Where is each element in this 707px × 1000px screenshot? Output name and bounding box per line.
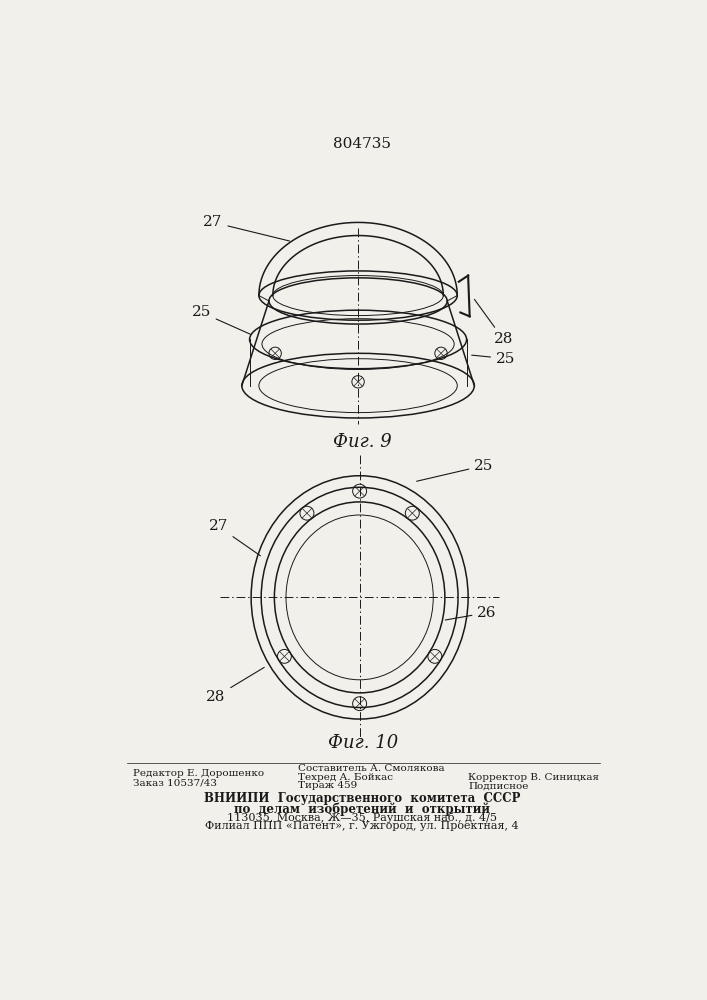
Text: 25: 25: [416, 459, 493, 481]
Text: Тираж 459: Тираж 459: [298, 781, 357, 790]
Text: 28: 28: [474, 299, 513, 346]
Text: 804735: 804735: [333, 137, 391, 151]
Text: Подписное: Подписное: [468, 781, 529, 790]
Text: по  делам  изобретений  и  открытий: по делам изобретений и открытий: [234, 802, 490, 816]
Text: Заказ 10537/43: Заказ 10537/43: [134, 778, 217, 787]
Text: Составитель А. Смолякова: Составитель А. Смолякова: [298, 764, 444, 773]
Text: 28: 28: [206, 667, 264, 704]
Text: Фиг. 9: Фиг. 9: [332, 433, 392, 451]
Text: Филиал ППП «Патент», г. Ужгород, ул. Проектная, 4: Филиал ППП «Патент», г. Ужгород, ул. Про…: [205, 821, 519, 831]
Text: 25: 25: [472, 352, 515, 366]
Text: 27: 27: [209, 519, 260, 556]
Text: 27: 27: [203, 215, 289, 241]
Text: 25: 25: [192, 305, 251, 334]
Text: Корректор В. Синицкая: Корректор В. Синицкая: [468, 773, 599, 782]
Text: Редактор Е. Дорошенко: Редактор Е. Дорошенко: [134, 769, 264, 778]
Text: 113035, Москва, Ж—35, Раушская наб., д. 4/5: 113035, Москва, Ж—35, Раушская наб., д. …: [227, 812, 497, 823]
Text: ВНИИПИ  Государственного  комитета  СССР: ВНИИПИ Государственного комитета СССР: [204, 792, 520, 805]
Text: 26: 26: [445, 606, 497, 620]
Text: Техред А. Бойкас: Техред А. Бойкас: [298, 773, 392, 782]
Text: Фиг. 10: Фиг. 10: [328, 734, 399, 752]
